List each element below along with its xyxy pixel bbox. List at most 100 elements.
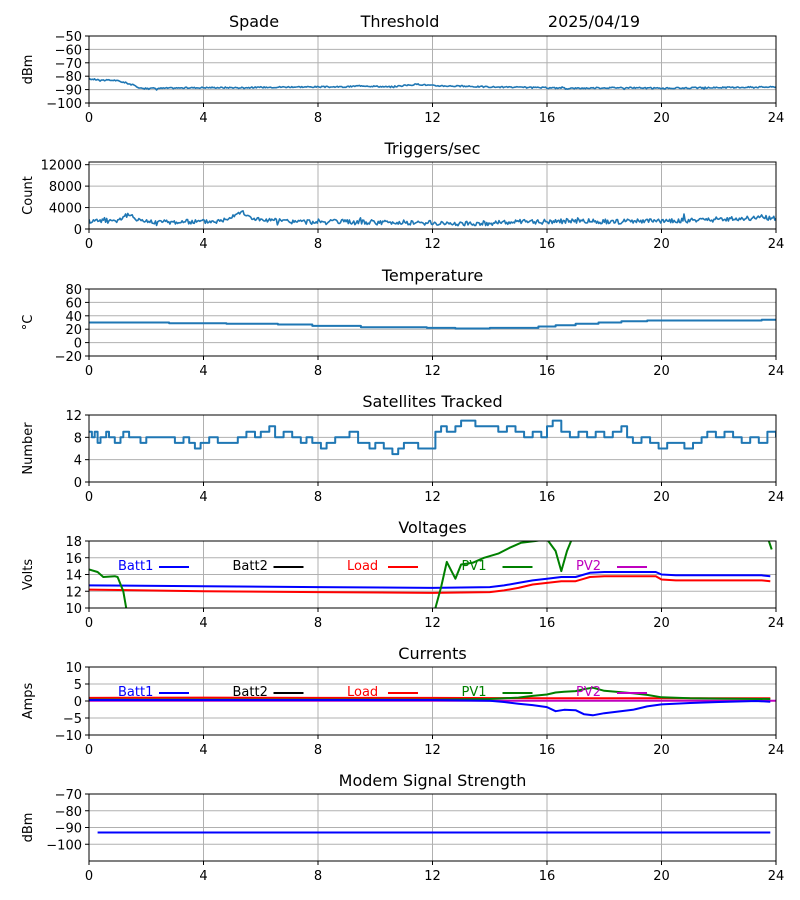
x-tick-label: 24: [768, 111, 785, 126]
x-tick-label: 0: [85, 869, 93, 884]
x-tick-label: 16: [539, 237, 556, 252]
x-tick-label: 4: [199, 237, 207, 252]
legend-label: Load: [347, 685, 378, 700]
y-tick-label: 12000: [41, 159, 82, 174]
plot-area: [89, 210, 776, 227]
panel-title: Satellites Tracked: [362, 392, 502, 411]
x-tick-label: 8: [314, 616, 322, 631]
legend: Batt1 Batt2 Load PV1 PV2: [118, 559, 647, 574]
series-line-load: [89, 575, 771, 594]
y-tick-label: −60: [55, 43, 82, 58]
legend-label: Batt2: [233, 559, 268, 574]
x-tick-label: 20: [653, 869, 670, 884]
y-tick-label: 0: [74, 223, 82, 238]
x-tick-label: 8: [314, 490, 322, 505]
x-tick-label: 12: [424, 364, 441, 379]
x-tick-label: 24: [768, 364, 785, 379]
header: Spade Threshold 2025/04/19: [229, 12, 640, 31]
plot-area: [89, 686, 776, 717]
x-tick-label: 4: [199, 869, 207, 884]
x-tick-label: 8: [314, 237, 322, 252]
y-tick-label: 10: [65, 661, 82, 676]
x-tick-label: 24: [768, 616, 785, 631]
series-line: [89, 77, 776, 91]
legend-label: PV1: [462, 685, 487, 700]
legend: Batt1 Batt2 Load PV1 PV2: [118, 685, 647, 700]
y-tick-label: 5: [74, 678, 82, 693]
grid-signal: [88, 35, 777, 104]
y-axis-label: Number: [21, 422, 36, 475]
y-tick-label: −90: [55, 822, 82, 837]
x-tick-label: 12: [424, 869, 441, 884]
series-line-batt1: [89, 571, 771, 589]
chart-modem: 0 4 8 12 16 20 24 −100−90 −80 −70 Modem Signal Str…: [21, 771, 784, 884]
report-date: 2025/04/19: [548, 12, 640, 31]
x-tick-label: 0: [85, 364, 93, 379]
x-tick-label: 16: [539, 111, 556, 126]
x-tick-label: 0: [85, 237, 93, 252]
x-tick-label: 16: [539, 869, 556, 884]
x-tick-label: 8: [314, 869, 322, 884]
x-tick-label: 20: [653, 616, 670, 631]
series-line-pv1: [89, 686, 771, 701]
x-tick-label: 0: [85, 616, 93, 631]
x-tick-label: 16: [539, 616, 556, 631]
y-tick-label: 4000: [49, 202, 82, 217]
panel-title: Temperature: [381, 266, 483, 285]
x-tick-label: 12: [424, 237, 441, 252]
x-tick-label: 24: [768, 490, 785, 505]
series-line: [89, 419, 776, 456]
y-tick-label: 80: [65, 283, 82, 298]
y-tick-label: 18: [65, 535, 82, 550]
y-tick-label: 0: [74, 695, 82, 710]
x-tick-label: 16: [539, 743, 556, 758]
y-tick-label: 0: [74, 337, 82, 352]
plot-area: [89, 318, 776, 330]
legend-label: PV2: [576, 685, 601, 700]
x-tick-label: 16: [539, 364, 556, 379]
y-tick-label: −90: [55, 84, 82, 99]
x-tick-label: 12: [424, 743, 441, 758]
legend-label: Batt1: [118, 559, 153, 574]
y-tick-label: 0: [74, 476, 82, 491]
y-axis-label: Volts: [21, 559, 36, 591]
x-tick-label: 12: [424, 490, 441, 505]
plot-area: [89, 77, 776, 91]
x-tick-label: 24: [768, 869, 785, 884]
series-line-batt1: [89, 699, 771, 717]
x-tick-label: 20: [653, 490, 670, 505]
y-axis-label: Count: [21, 176, 36, 215]
chart-signal: 0 4 8 12 16 20 24 −100−90−80−70−60−50 dBm: [21, 30, 784, 126]
y-tick-label: 12: [65, 585, 82, 600]
y-axis-label: dBm: [21, 813, 36, 843]
y-tick-label: −70: [55, 57, 82, 72]
y-tick-label: 8: [74, 431, 82, 446]
y-tick-label: 20: [65, 323, 82, 338]
panel-title: Triggers/sec: [384, 139, 481, 158]
y-axis-label: Amps: [21, 682, 36, 719]
chart-satellites: 0 4 8 12 16 20 24 0 4 8 12 Satellites Tracked Number: [21, 392, 784, 505]
y-tick-label: −20: [55, 350, 82, 365]
panel-title: Voltages: [398, 518, 466, 537]
x-tick-label: 20: [653, 743, 670, 758]
x-tick-label: 20: [653, 111, 670, 126]
x-tick-label: 12: [424, 616, 441, 631]
y-tick-label: 16: [65, 552, 82, 567]
legend-label: Batt1: [118, 685, 153, 700]
y-tick-label: −5: [63, 712, 82, 727]
y-tick-label: 10: [65, 602, 82, 617]
x-tick-label: 0: [85, 111, 93, 126]
x-tick-label: 20: [653, 237, 670, 252]
panel-title: Modem Signal Strength: [339, 771, 527, 790]
legend-label: PV2: [576, 559, 601, 574]
x-tick-label: 24: [768, 237, 785, 252]
x-tick-label: 24: [768, 743, 785, 758]
x-tick-label: 16: [539, 490, 556, 505]
panel-title: Currents: [398, 644, 466, 663]
x-tick-label: 8: [314, 364, 322, 379]
y-tick-label: 8000: [49, 180, 82, 195]
y-tick-label: −80: [55, 805, 82, 820]
y-tick-label: −10: [55, 729, 82, 744]
